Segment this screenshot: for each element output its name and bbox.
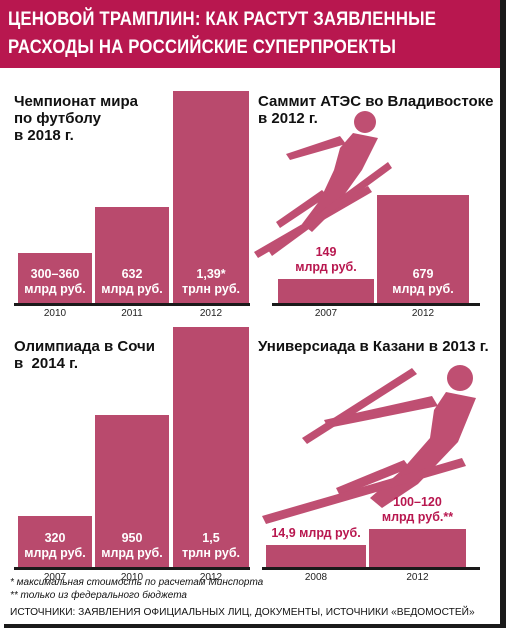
bar <box>173 91 249 303</box>
category-tick-label: 2012 <box>406 572 429 583</box>
sources-line: ИСТОЧНИКИ: ЗАЯВЛЕНИЯ ОФИЦИАЛЬНЫХ ЛИЦ, ДО… <box>10 606 475 618</box>
category-tick-label: 2007 <box>314 308 338 319</box>
bar <box>18 515 92 567</box>
category-tick-label: 2012 <box>199 572 223 583</box>
bar <box>278 279 374 303</box>
category-tick-label: 2007 <box>43 572 67 583</box>
panel-title-kazan: Универсиада в Казани в 2013 г. <box>258 338 489 355</box>
frame-shadow-bottom <box>4 624 506 628</box>
panel-title-sochi: Олимпиада в Сочи в 2014 г. <box>14 338 155 372</box>
bar-value-label: 950 млрд руб. <box>101 531 163 560</box>
baseline <box>262 567 480 570</box>
baseline <box>14 567 250 570</box>
bar <box>173 327 249 567</box>
footnote-1: * максимальная стоимость по расчетам Мин… <box>10 577 264 588</box>
category-tick-label: 2012 <box>411 308 435 319</box>
bar-value-label: 1,39* трлн руб. <box>181 267 241 296</box>
bar-value-label: 320 млрд руб. <box>24 531 86 560</box>
bar-value-label: 679 млрд руб. <box>392 267 454 296</box>
category-tick-label: 2008 <box>304 572 328 583</box>
bar <box>377 195 469 303</box>
baseline <box>14 303 250 306</box>
category-tick-label: 2010 <box>120 572 144 583</box>
frame-shadow-right <box>500 0 506 628</box>
bar-value-label: 100–120 млрд руб.** <box>381 495 454 524</box>
bar-value-label: 300–360 млрд руб. <box>24 267 86 296</box>
baseline <box>272 303 480 306</box>
bar <box>95 206 169 303</box>
bar <box>18 252 92 303</box>
header-title-line1: ЦЕНОВОЙ ТРАМПЛИН: КАК РАСТУТ ЗАЯВЛЕННЫЕ <box>8 8 437 30</box>
category-tick-label: 2010 <box>43 308 67 319</box>
ski-jumper-icon-large <box>262 365 476 524</box>
panel-title-worldcup: Чемпионат мира по футболу в 2018 г. <box>14 93 138 144</box>
panel-title-apec: Саммит АТЭС во Владивостоке в 2012 г. <box>258 93 494 127</box>
header-banner: ЦЕНОВОЙ ТРАМПЛИН: КАК РАСТУТ ЗАЯВЛЕННЫЕ … <box>0 0 500 68</box>
bar-value-label: 1,5 трлн руб. <box>181 531 241 560</box>
bar <box>266 545 366 567</box>
header-title-line2: РАСХОДЫ НА РОССИЙСКИЕ СУПЕРПРОЕКТЫ <box>8 36 397 58</box>
bar-value-label: 149 млрд руб. <box>295 245 357 275</box>
bar-value-label: 632 млрд руб. <box>101 267 163 296</box>
category-tick-label: 2011 <box>121 308 143 319</box>
bar <box>369 529 466 567</box>
footnote-2: ** только из федерального бюджета <box>10 590 187 601</box>
bar-value-label: 14,9 млрд руб. <box>271 526 361 540</box>
bar <box>95 415 169 567</box>
category-tick-label: 2012 <box>199 308 223 319</box>
ski-jumper-icon <box>254 111 392 258</box>
